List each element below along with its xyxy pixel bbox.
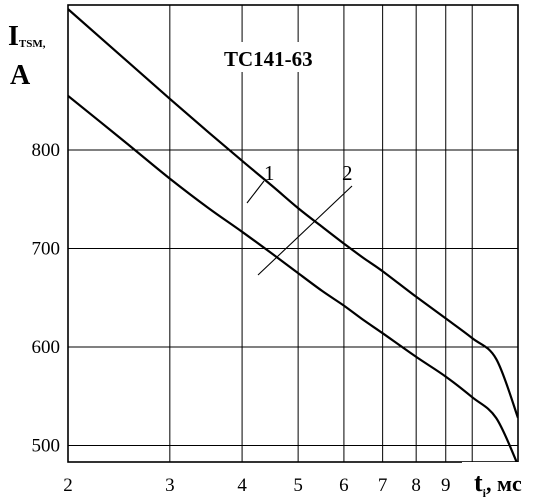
x-tick-label-8: 8 [411, 475, 421, 496]
curve-series-2 [68, 94, 518, 462]
y-axis-label: ITSM, [8, 21, 46, 52]
x-tick-label-5: 5 [293, 475, 303, 496]
x-tick-label-4: 4 [237, 475, 247, 496]
x-axis-label-main: t [474, 468, 483, 497]
xlabel-background [462, 462, 548, 503]
plot-frame [67, 4, 519, 463]
x-tick-label-6: 6 [339, 475, 349, 496]
y-tick-label-600: 600 [32, 337, 61, 358]
x-tick-label-7: 7 [378, 475, 388, 496]
y-axis-label-main: I [8, 21, 19, 52]
tick-labels: 2345678910500600700800 [32, 140, 482, 496]
y-tick-label-800: 800 [32, 140, 61, 161]
x-axis-label-unit: , мс [486, 471, 522, 496]
x-tick-label-3: 3 [165, 475, 175, 496]
chart-title: ТС141-63 [224, 47, 313, 71]
y-tick-label-500: 500 [32, 436, 61, 457]
curves [68, 8, 518, 462]
curve-1-leader [246, 180, 265, 204]
curve-series-1 [68, 8, 518, 419]
curve-2-leader [257, 185, 353, 276]
y-axis-unit: А [10, 60, 31, 91]
title-background [218, 42, 334, 72]
ylabel-background [0, 20, 66, 92]
x-axis-label-sub: i [483, 486, 487, 500]
y-axis-label-sub: TSM, [19, 38, 46, 50]
x-axis-label: ti, мс [474, 468, 522, 500]
curve-1-label: 1 [264, 161, 275, 185]
y-tick-label-700: 700 [32, 239, 61, 260]
grid [68, 5, 518, 462]
x-tick-label-2: 2 [63, 475, 73, 496]
curve-2-label: 2 [342, 161, 353, 185]
x-tick-label-9: 9 [441, 475, 451, 496]
